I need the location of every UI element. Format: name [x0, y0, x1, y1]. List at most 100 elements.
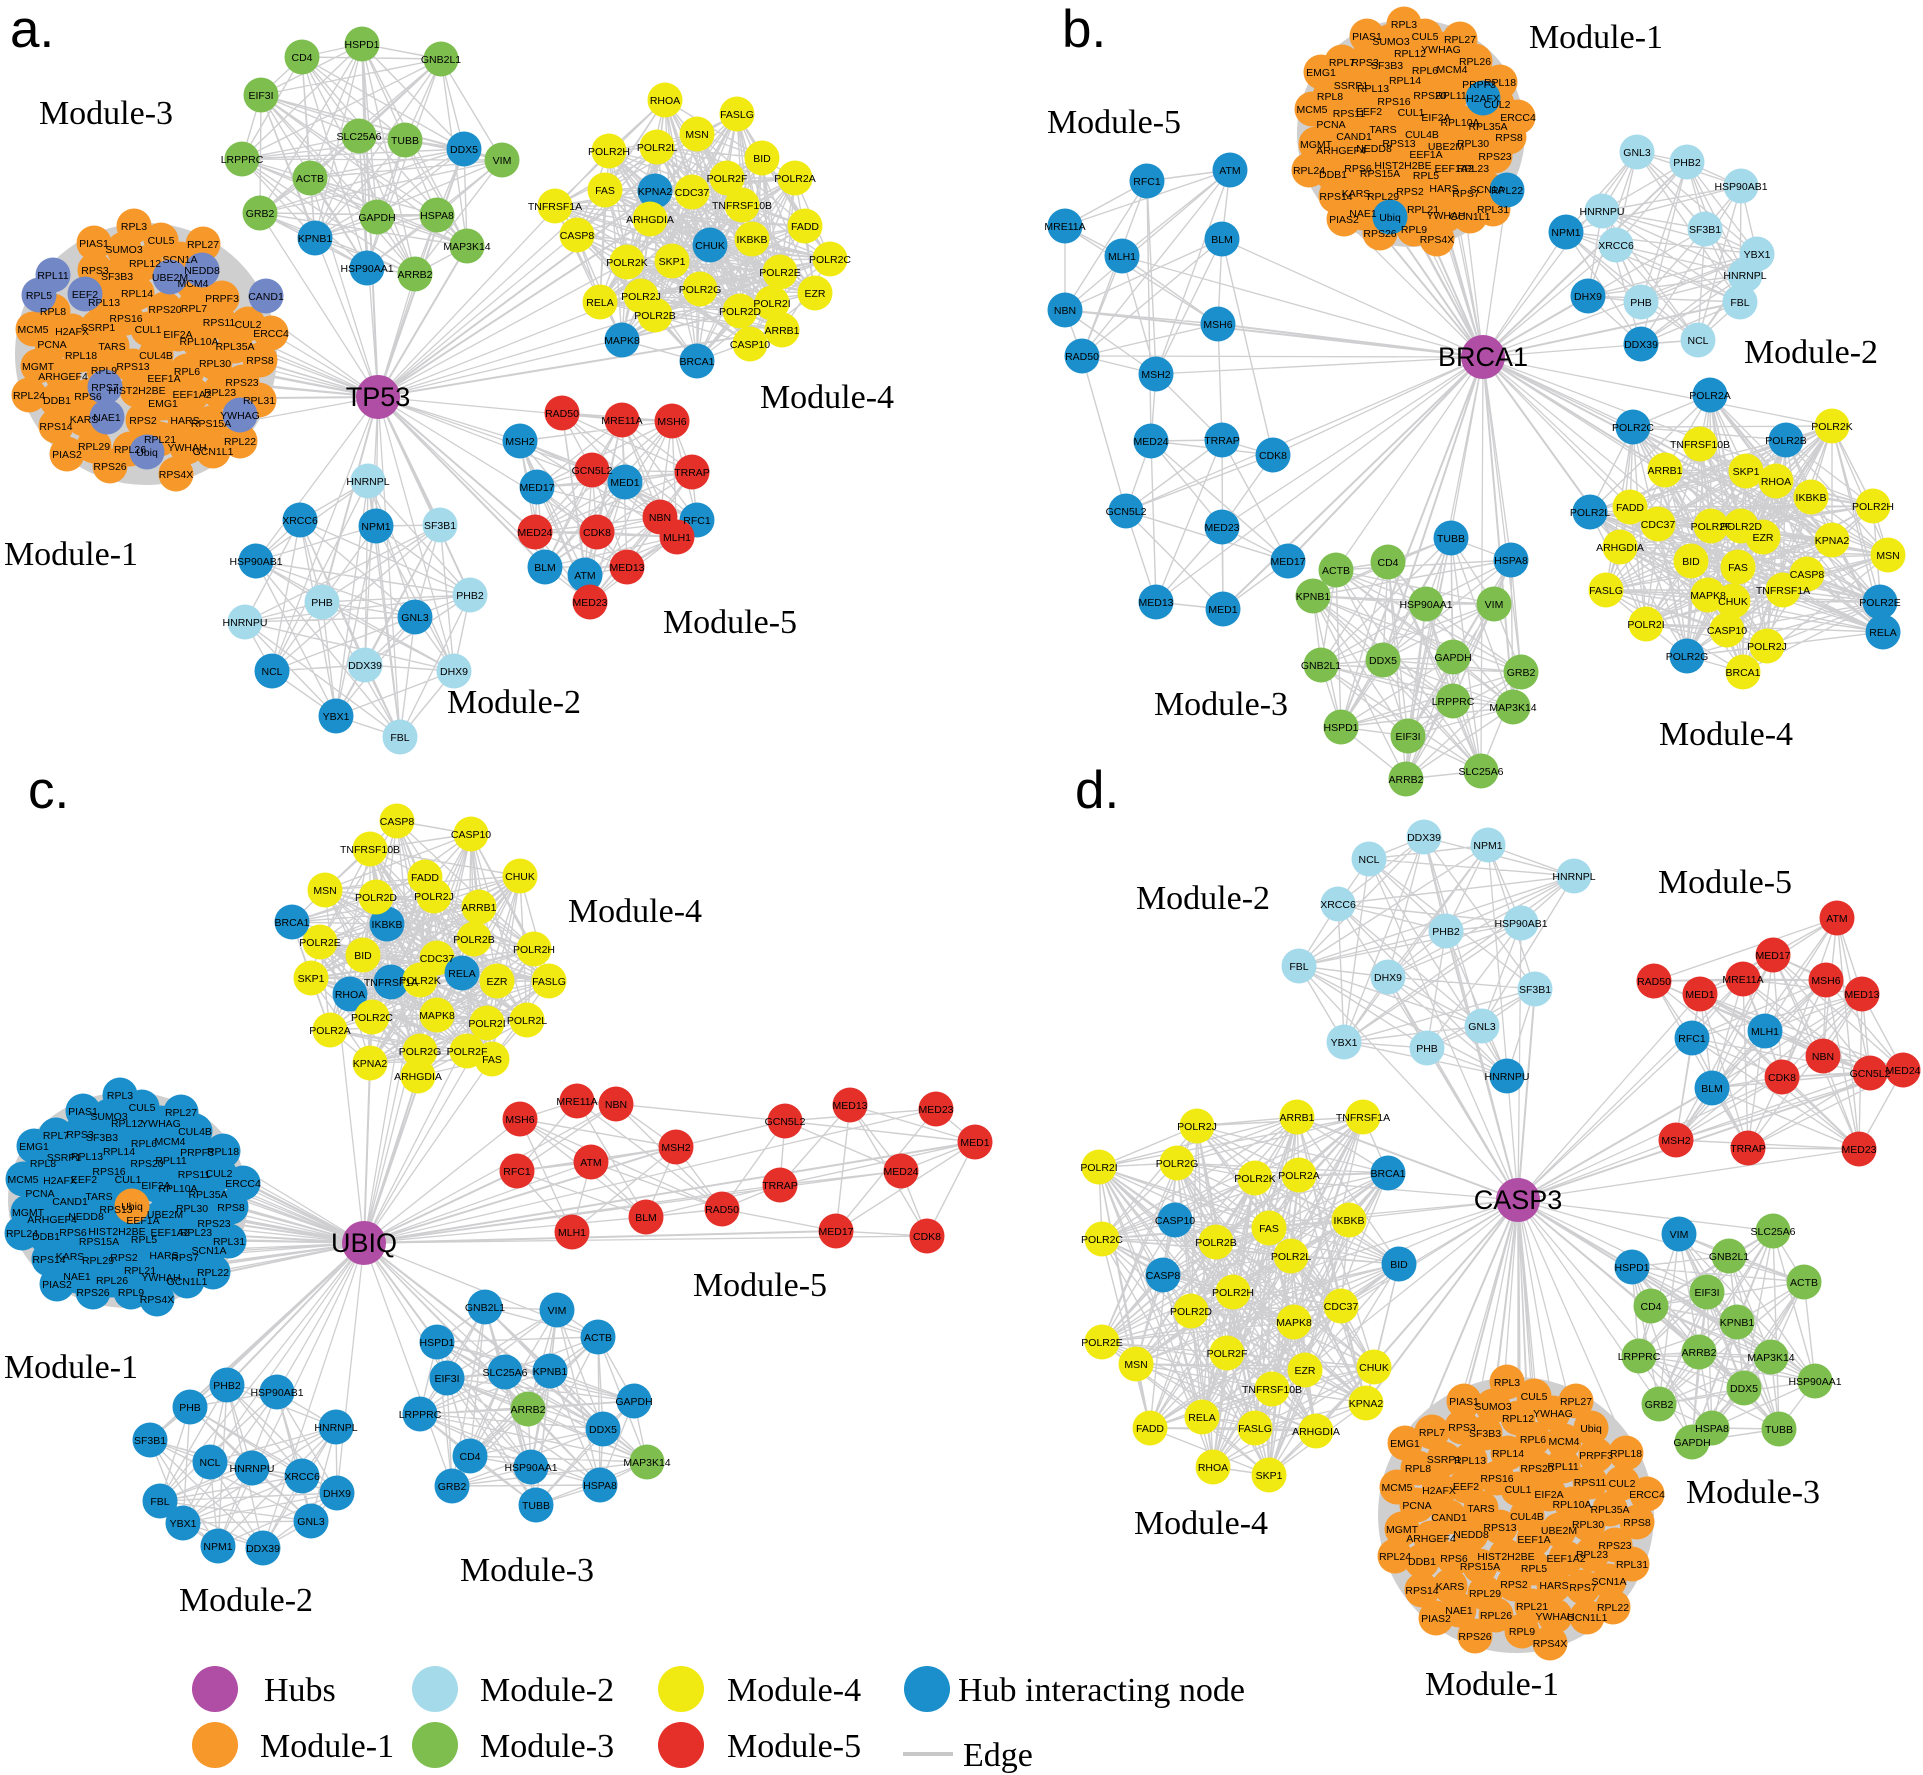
svg-text:RAD50: RAD50: [1065, 351, 1099, 363]
svg-text:XRCC6: XRCC6: [284, 1471, 320, 1483]
svg-text:HNRNPL: HNRNPL: [1552, 871, 1595, 883]
svg-text:EIF3I: EIF3I: [248, 90, 273, 102]
svg-text:SLC25A6: SLC25A6: [483, 1367, 528, 1379]
svg-text:MAPK8: MAPK8: [1276, 1317, 1312, 1329]
svg-text:CUL1: CUL1: [135, 324, 162, 336]
svg-text:Module-2: Module-2: [447, 684, 581, 721]
svg-text:MSH6: MSH6: [657, 416, 686, 428]
svg-text:KPNB1: KPNB1: [298, 233, 333, 245]
svg-text:EMG1: EMG1: [1390, 1438, 1420, 1450]
svg-text:GNB2L1: GNB2L1: [465, 1302, 505, 1314]
svg-text:POLR2D: POLR2D: [1170, 1306, 1212, 1318]
svg-text:POLR2L: POLR2L: [1570, 507, 1610, 519]
svg-text:MLH1: MLH1: [558, 1227, 586, 1239]
svg-text:POLR2K: POLR2K: [399, 975, 440, 987]
svg-text:RPL24: RPL24: [6, 1228, 38, 1240]
svg-text:EEF1A2: EEF1A2: [172, 389, 211, 401]
svg-text:CDK8: CDK8: [1768, 1072, 1796, 1084]
svg-text:CUL2: CUL2: [1484, 99, 1511, 111]
svg-text:Module-3: Module-3: [460, 1552, 594, 1589]
svg-text:RPL23: RPL23: [1457, 163, 1489, 175]
svg-text:Module-2: Module-2: [1136, 880, 1270, 917]
svg-text:RPL22: RPL22: [1491, 185, 1523, 197]
svg-text:VIM: VIM: [493, 155, 512, 167]
svg-text:Module-3: Module-3: [39, 95, 173, 132]
svg-text:EEF2: EEF2: [1356, 106, 1382, 118]
svg-text:SSRP1: SSRP1: [47, 1152, 82, 1164]
svg-text:RPS13: RPS13: [1382, 138, 1415, 150]
svg-text:CHUK: CHUK: [1718, 596, 1748, 608]
svg-text:MCM4: MCM4: [1437, 64, 1468, 76]
svg-text:SF3B1: SF3B1: [134, 1435, 166, 1447]
svg-text:MED13: MED13: [832, 1100, 867, 1112]
svg-text:RPL3: RPL3: [1391, 19, 1417, 31]
svg-text:KARS: KARS: [1436, 1581, 1465, 1593]
svg-text:PCNA: PCNA: [25, 1188, 54, 1200]
svg-text:RPL30: RPL30: [199, 358, 231, 370]
svg-text:RPL30: RPL30: [1572, 1519, 1604, 1531]
svg-text:Module-1: Module-1: [1529, 19, 1663, 56]
svg-text:HARS: HARS: [149, 1250, 178, 1262]
svg-text:RPS16: RPS16: [1480, 1473, 1513, 1485]
svg-text:POLR2E: POLR2E: [1859, 597, 1900, 609]
svg-text:NEDD8: NEDD8: [68, 1211, 104, 1223]
svg-text:DDB1: DDB1: [1408, 1556, 1436, 1568]
svg-text:H2AFX: H2AFX: [55, 326, 89, 338]
svg-text:TUBB: TUBB: [391, 135, 419, 147]
svg-text:CUL2: CUL2: [235, 319, 262, 331]
svg-text:RPL27: RPL27: [165, 1107, 197, 1119]
svg-text:d.: d.: [1075, 761, 1119, 820]
svg-text:MCM4: MCM4: [178, 278, 209, 290]
svg-text:POLR2E: POLR2E: [759, 267, 800, 279]
svg-text:TNFRSF10B: TNFRSF10B: [1242, 1384, 1302, 1396]
svg-text:CUL2: CUL2: [206, 1168, 233, 1180]
svg-text:NAE1: NAE1: [63, 1271, 91, 1283]
svg-text:TNFRSF1A: TNFRSF1A: [1756, 585, 1810, 597]
svg-text:PIAS1: PIAS1: [1449, 1396, 1479, 1408]
svg-text:SCN1A: SCN1A: [1469, 184, 1504, 196]
svg-text:RAD50: RAD50: [545, 408, 579, 420]
svg-text:FBL: FBL: [150, 1496, 169, 1508]
svg-text:FASLG: FASLG: [720, 109, 754, 121]
svg-text:HSPD1: HSPD1: [1614, 1262, 1649, 1274]
svg-text:POLR2D: POLR2D: [1720, 521, 1762, 533]
svg-text:RFC1: RFC1: [1678, 1033, 1706, 1045]
svg-text:RFC1: RFC1: [503, 1166, 531, 1178]
svg-text:SSRP1: SSRP1: [1334, 80, 1369, 92]
svg-text:GCN5L2: GCN5L2: [1106, 506, 1147, 518]
svg-text:RPL7: RPL7: [1419, 1427, 1445, 1439]
svg-text:RPL29: RPL29: [82, 1255, 114, 1267]
svg-text:HNRNPL: HNRNPL: [1723, 270, 1766, 282]
svg-text:RHOA: RHOA: [335, 989, 365, 1001]
svg-text:Module-4: Module-4: [1659, 716, 1793, 753]
svg-text:CASP8: CASP8: [380, 816, 415, 828]
svg-text:RPS14: RPS14: [1319, 191, 1352, 203]
svg-text:RPS26: RPS26: [93, 461, 126, 473]
svg-text:NEDD8: NEDD8: [184, 265, 220, 277]
svg-text:EIF2A: EIF2A: [163, 329, 192, 341]
svg-text:CAND1: CAND1: [248, 291, 284, 303]
svg-text:MED23: MED23: [1841, 1144, 1876, 1156]
svg-text:RPS6: RPS6: [1440, 1553, 1468, 1565]
svg-text:RPL8: RPL8: [1317, 91, 1343, 103]
svg-text:HNRNPL: HNRNPL: [314, 1422, 357, 1434]
svg-text:GRB2: GRB2: [438, 1481, 467, 1493]
svg-text:YBX1: YBX1: [170, 1518, 197, 1530]
svg-text:SUMO3: SUMO3: [1372, 36, 1410, 48]
svg-text:RPS23: RPS23: [1478, 151, 1511, 163]
svg-text:ERCC4: ERCC4: [225, 1178, 261, 1190]
svg-text:RPS11: RPS11: [178, 1169, 211, 1181]
svg-text:TARS: TARS: [1369, 124, 1396, 136]
svg-text:CASP10: CASP10: [1707, 625, 1747, 637]
svg-text:SCN1A: SCN1A: [162, 254, 197, 266]
svg-text:RPL27: RPL27: [1560, 1396, 1592, 1408]
svg-text:HSP90AB1: HSP90AB1: [1494, 918, 1547, 930]
svg-text:MGMT: MGMT: [1386, 1524, 1419, 1536]
svg-text:HSP90AB1: HSP90AB1: [250, 1387, 303, 1399]
svg-text:RPS6: RPS6: [1344, 163, 1372, 175]
svg-text:RPL8: RPL8: [30, 1158, 56, 1170]
svg-text:Ubiq: Ubiq: [136, 447, 158, 459]
svg-text:POLR2A: POLR2A: [1689, 390, 1730, 402]
svg-text:FADD: FADD: [1616, 502, 1644, 514]
svg-text:ACTB: ACTB: [1790, 1277, 1818, 1289]
